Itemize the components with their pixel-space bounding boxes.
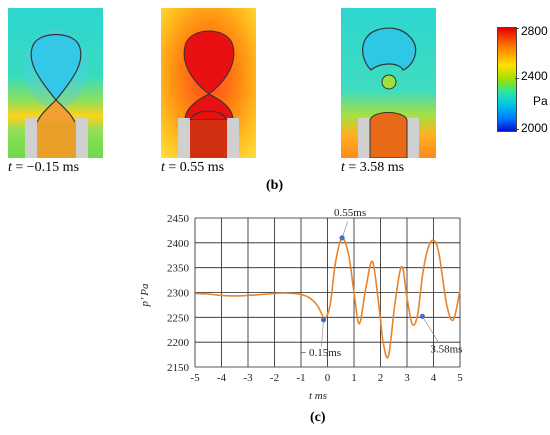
pressure-snapshot-358 — [341, 8, 436, 158]
x-tick-label: 2 — [378, 372, 384, 384]
colorbar-tick — [515, 78, 519, 79]
caption-c: (c) — [310, 410, 326, 425]
y-tick-label: 2400 — [167, 238, 190, 250]
x-tick-label: 3 — [404, 372, 410, 384]
marker-point — [419, 313, 425, 319]
colorbar-max-label: 2800 — [521, 24, 548, 38]
time-label-3: t = 3.58 ms — [341, 160, 404, 176]
colorbar-unit-label: Pa — [533, 94, 548, 108]
y-tick-labels: 2150 2200 2250 2300 2350 2400 2450 — [167, 213, 190, 374]
x-tick-label: -2 — [270, 372, 279, 384]
series-line — [194, 237, 461, 359]
marker-leader-line — [341, 221, 348, 238]
colorbar-tick — [515, 129, 519, 130]
chart-grid — [194, 217, 461, 368]
marker-point — [339, 235, 345, 241]
time-label-1: t = −0.15 ms — [8, 160, 79, 176]
x-tick-label: -3 — [243, 372, 253, 384]
marker-leader-line — [321, 319, 324, 347]
x-tick-label: 5 — [457, 372, 463, 384]
y-tick-label: 2250 — [167, 312, 190, 324]
time-value: = −0.15 ms — [11, 160, 80, 175]
y-tick-label: 2150 — [167, 362, 190, 374]
y-tick-label: 2450 — [167, 213, 190, 225]
time-symbol: t — [8, 160, 12, 175]
x-tick-label: 1 — [351, 372, 357, 384]
x-tick-label: 4 — [431, 372, 437, 384]
colorbar-min-label: 2000 — [521, 121, 548, 135]
marker-points: − 0.15ms 0.55ms 3.58ms — [300, 207, 462, 359]
caption-b: (b) — [266, 178, 284, 193]
y-axis-label: p’ Pa — [139, 283, 151, 307]
marker-label: 3.58ms — [430, 343, 462, 355]
time-symbol: t — [161, 160, 165, 175]
x-tick-label: -5 — [190, 372, 200, 384]
pressure-colorbar — [497, 27, 517, 132]
colorbar-mid-label: 2400 — [521, 69, 548, 83]
marker-leader-line — [422, 316, 440, 344]
time-value: = 3.58 ms — [344, 160, 405, 175]
x-axis-label: t ms — [309, 390, 327, 402]
y-tick-label: 2300 — [167, 288, 190, 300]
x-tick-label: 0 — [325, 372, 331, 384]
marker-point — [320, 317, 327, 323]
y-tick-label: 2200 — [167, 337, 190, 349]
pressure-snapshot-neg015 — [8, 8, 103, 158]
colorbar-tick — [515, 28, 519, 29]
time-value: = 0.55 ms — [164, 160, 225, 175]
marker-label: 0.55ms — [334, 207, 366, 219]
time-label-2: t = 0.55 ms — [161, 160, 224, 176]
marker-label: − 0.15ms — [300, 347, 341, 359]
pressure-snapshot-055 — [161, 8, 256, 158]
x-tick-label: -4 — [217, 372, 227, 384]
y-tick-label: 2350 — [167, 263, 190, 275]
x-tick-labels: -5 -4 -3 -2 -1 0 1 2 3 4 5 — [190, 372, 463, 384]
time-symbol: t — [341, 160, 345, 175]
x-tick-label: -1 — [296, 372, 305, 384]
